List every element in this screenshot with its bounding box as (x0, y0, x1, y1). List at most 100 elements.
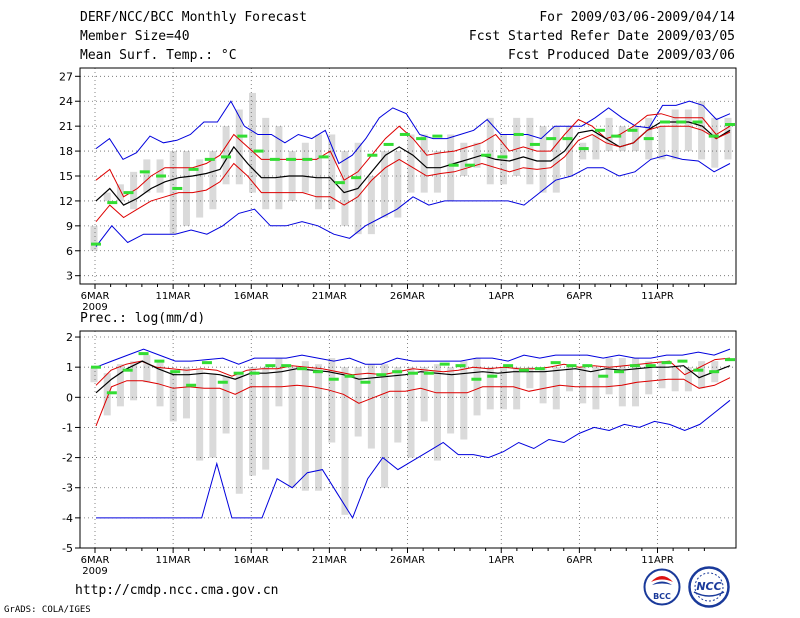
obs-bar (90, 367, 98, 383)
obs-bar (381, 151, 389, 218)
x-tick-label: 26MAR (390, 291, 425, 302)
obs-marker (328, 377, 339, 381)
obs-marker (139, 170, 150, 174)
obs-bar (499, 134, 507, 185)
x-tick-label: 11APR (641, 291, 674, 302)
obs-marker (643, 137, 654, 141)
bcc-logo: BCC (641, 568, 683, 606)
y-tick-label: 24 (59, 95, 73, 108)
obs-marker (725, 122, 735, 126)
series-upper-line (95, 113, 731, 198)
obs-marker (360, 380, 371, 384)
obs-bar (90, 225, 98, 251)
obs-marker (693, 368, 704, 372)
obs-bar (473, 142, 481, 168)
obs-marker (645, 364, 656, 368)
obs-marker (629, 364, 640, 368)
bcc-logo-text: BCC (653, 592, 671, 601)
obs-bar (539, 126, 547, 193)
obs-bar (235, 109, 243, 185)
obs-marker (432, 134, 443, 138)
obs-bar (447, 367, 455, 434)
obs-marker (709, 370, 720, 374)
obs-marker (154, 359, 165, 363)
obs-bar (262, 117, 270, 210)
y-tick-label: 27 (59, 70, 73, 83)
obs-marker (286, 157, 297, 161)
obs-marker (351, 176, 362, 180)
obs-marker (334, 181, 345, 185)
obs-marker (611, 134, 622, 138)
obs-bar (394, 151, 402, 218)
obs-bar (143, 355, 151, 383)
obs-bar (196, 159, 204, 218)
footer-url[interactable]: http://cmdp.ncc.cma.gov.cn (75, 583, 279, 598)
obs-marker (513, 132, 524, 136)
y-tick-label: 9 (66, 220, 73, 233)
obs-marker (455, 364, 466, 368)
obs-bar (381, 364, 389, 488)
obs-marker (481, 153, 492, 157)
obs-bar (592, 367, 600, 410)
obs-bar (182, 367, 190, 419)
obs-bar (433, 151, 441, 193)
obs-bar (249, 367, 256, 476)
x-tick-label: 6APR (566, 555, 592, 566)
obs-bar (407, 134, 415, 193)
obs-bar (632, 126, 640, 152)
y-tick-label: -5 (62, 542, 73, 555)
obs-marker (546, 137, 557, 141)
obs-bar (222, 126, 230, 185)
obs-marker (692, 120, 703, 124)
obs-marker (265, 364, 276, 368)
obs-marker (582, 364, 593, 368)
obs-marker (367, 153, 378, 157)
obs-bar (566, 364, 573, 392)
series-upper-line (95, 357, 731, 386)
obs-marker (186, 383, 197, 387)
y-tick-label: -1 (62, 421, 73, 434)
obs-bar (605, 117, 613, 152)
obs-bar (447, 134, 455, 201)
obs-bar (658, 361, 666, 389)
obs-marker (138, 352, 149, 356)
x-tick-label: 21MAR (312, 291, 347, 302)
y-tick-label: 18 (59, 145, 73, 158)
obs-bar (513, 117, 521, 176)
obs-marker (534, 367, 545, 371)
obs-bar (618, 126, 626, 152)
x-tick-label: 1APR (488, 291, 514, 302)
obs-marker (627, 128, 638, 132)
obs-bar (209, 151, 217, 210)
obs-marker (659, 120, 670, 124)
chart-title: DERF/NCC/BCC Monthly Forecast (80, 10, 307, 25)
obs-bar (592, 134, 600, 160)
obs-bar (486, 367, 494, 410)
obs-bar (460, 142, 468, 176)
obs-bar (249, 92, 256, 193)
obs-bar (618, 358, 626, 407)
obs-bar (605, 358, 613, 395)
x-tick-label: 26MAR (390, 555, 425, 566)
obs-bar (579, 142, 587, 160)
y-tick-label: 12 (59, 195, 73, 208)
obs-marker (550, 361, 561, 365)
obs-marker (529, 142, 540, 146)
obs-marker (122, 368, 133, 372)
obs-bar (341, 367, 349, 515)
obs-marker (676, 120, 687, 124)
obs-marker (376, 373, 387, 377)
x-tick-label: 6MAR (81, 555, 110, 566)
x-tick-label: 16MAR (234, 291, 269, 302)
obs-bar (328, 134, 336, 210)
obs-marker (106, 391, 117, 395)
obs-bar (182, 151, 190, 226)
x-tick-label: 6APR (566, 291, 592, 302)
obs-bar (275, 358, 283, 407)
y-tick-label: 0 (66, 391, 73, 404)
obs-bar (116, 364, 124, 407)
obs-marker (170, 370, 181, 374)
y-tick-label: -2 (62, 452, 73, 465)
obs-bar (315, 364, 323, 491)
obs-bar (209, 373, 217, 458)
